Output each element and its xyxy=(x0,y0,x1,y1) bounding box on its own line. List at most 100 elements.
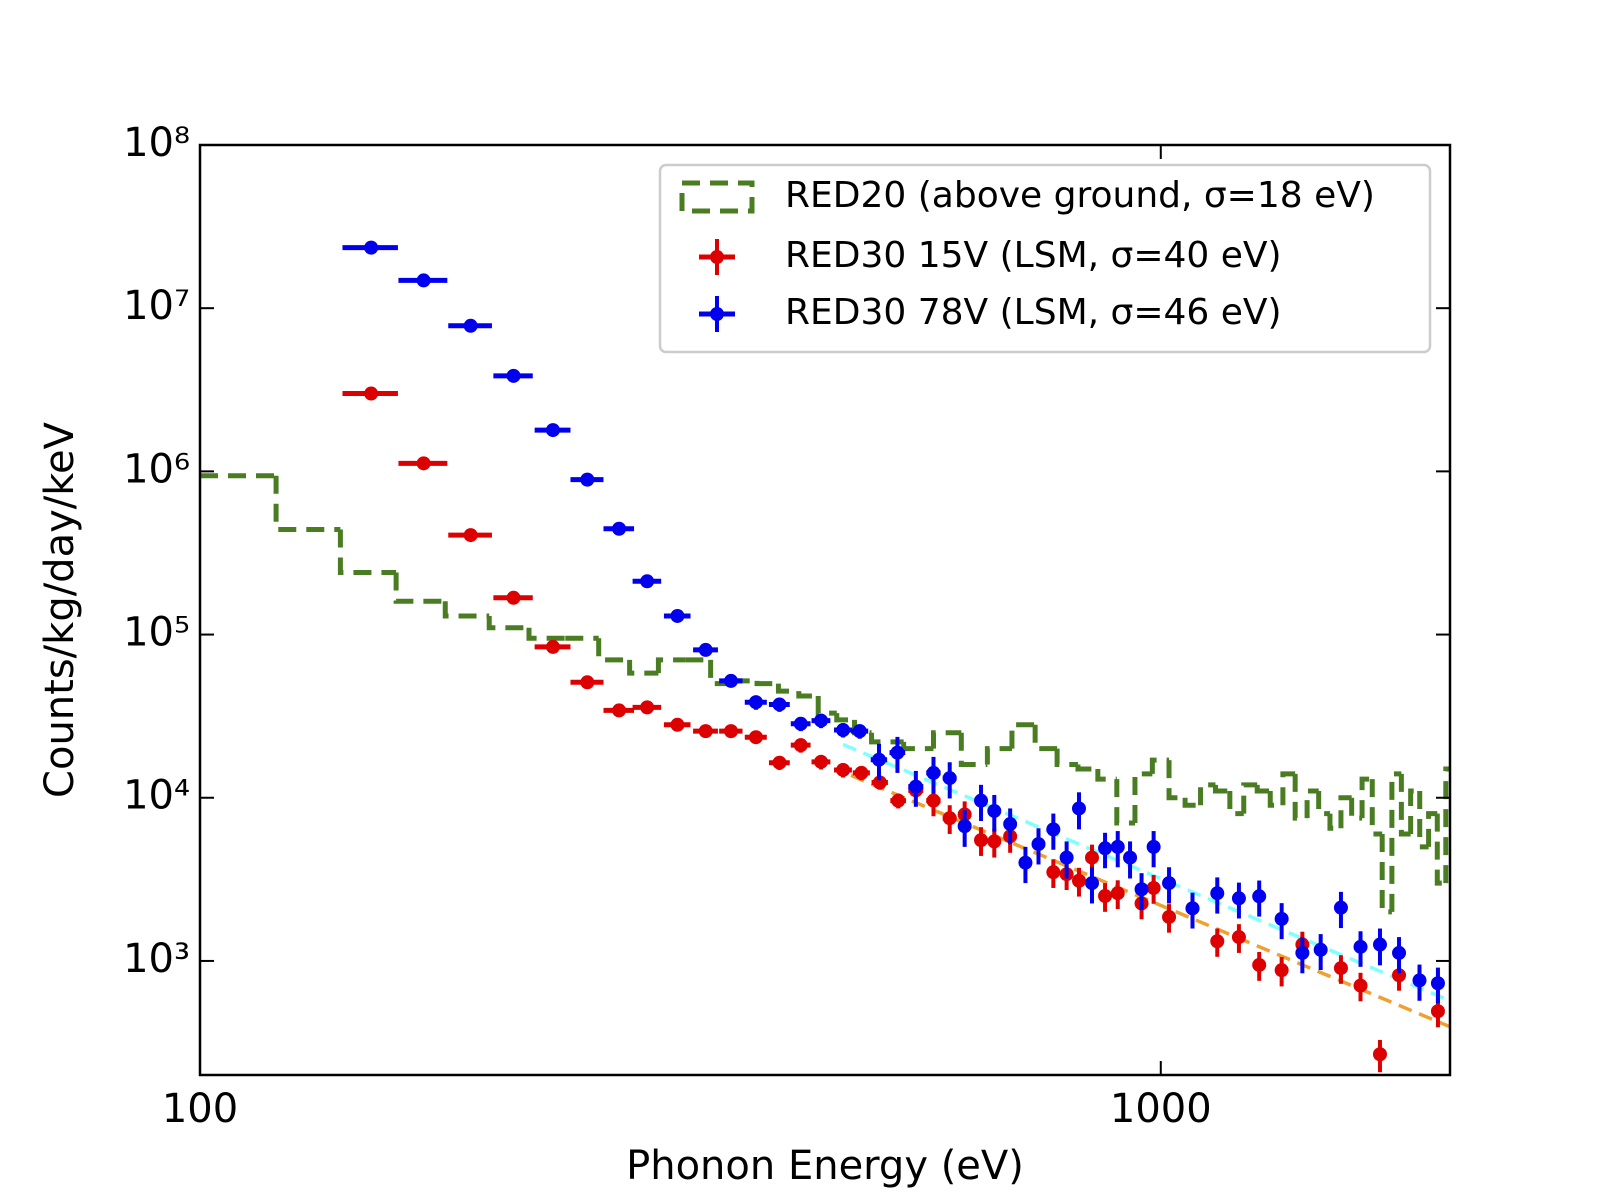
x-tick-label: 1000 xyxy=(1110,1086,1212,1132)
data-point xyxy=(772,755,787,770)
data-point xyxy=(1430,1004,1445,1019)
histogram-step xyxy=(754,680,779,687)
plot-layer xyxy=(200,240,1450,1073)
data-point xyxy=(1333,900,1348,915)
legend-swatch xyxy=(679,180,755,214)
data-point xyxy=(1162,909,1177,924)
histogram-step xyxy=(1426,811,1438,847)
data-point xyxy=(612,521,627,536)
data-point xyxy=(890,745,905,760)
data-point xyxy=(871,752,886,767)
data-point xyxy=(974,793,989,808)
data-point xyxy=(1098,841,1113,856)
histogram-step xyxy=(958,732,988,767)
y-tick-label: 10⁸ xyxy=(123,120,190,166)
legend-swatch xyxy=(710,250,724,264)
histogram-step xyxy=(1227,790,1244,817)
y-tick-label: 10⁷ xyxy=(123,283,190,329)
data-point xyxy=(670,717,685,732)
histogram-step xyxy=(1241,782,1258,814)
data-point xyxy=(463,318,478,333)
histogram-step xyxy=(1338,795,1352,829)
data-point xyxy=(1274,911,1289,926)
data-point xyxy=(670,608,685,623)
histogram-step xyxy=(486,615,529,631)
data-point xyxy=(698,642,713,657)
data-point xyxy=(942,811,957,826)
data-point xyxy=(1353,978,1368,993)
histogram-step xyxy=(596,638,630,663)
data-point xyxy=(416,456,431,471)
data-point xyxy=(793,738,808,753)
data-point xyxy=(1372,1047,1387,1062)
data-point xyxy=(1392,945,1407,960)
data-point xyxy=(1031,837,1046,852)
histogram-step xyxy=(1327,813,1341,831)
histogram-step xyxy=(1149,757,1170,774)
histogram-step xyxy=(526,627,566,641)
data-point xyxy=(1162,876,1177,891)
histogram-step xyxy=(1443,766,1450,884)
data-point xyxy=(1210,886,1225,901)
data-point xyxy=(640,700,655,715)
histogram-step xyxy=(1359,776,1373,819)
data-point xyxy=(506,590,521,605)
histogram-step xyxy=(442,601,490,619)
histogram-step xyxy=(1132,771,1153,824)
data-point xyxy=(612,703,627,718)
data-point xyxy=(723,724,738,739)
histogram-step xyxy=(1182,797,1201,808)
data-point xyxy=(872,775,887,790)
fit-line xyxy=(850,773,1450,1029)
data-point xyxy=(1295,945,1310,960)
data-point xyxy=(1210,934,1225,949)
data-point xyxy=(748,695,763,710)
data-point xyxy=(364,240,379,255)
data-point xyxy=(974,833,989,848)
histogram-step xyxy=(1054,748,1078,767)
data-point xyxy=(1372,937,1387,952)
histogram-step xyxy=(1417,790,1429,850)
data-point xyxy=(772,697,787,712)
data-point xyxy=(1003,817,1018,832)
data-point xyxy=(814,754,829,769)
data-point xyxy=(908,779,923,794)
legend-label: RED20 (above ground, σ=18 eV) xyxy=(785,175,1375,216)
legend-swatch xyxy=(710,307,724,321)
data-point xyxy=(1018,855,1033,870)
data-point xyxy=(364,386,379,401)
histogram-step xyxy=(1379,833,1392,915)
histogram-step xyxy=(1166,760,1186,801)
histogram-step xyxy=(1075,764,1098,772)
data-point xyxy=(545,423,560,438)
data-point xyxy=(580,472,595,487)
histogram-step xyxy=(273,475,341,533)
histogram-step xyxy=(1316,790,1330,817)
data-point xyxy=(1353,939,1368,954)
histogram-step xyxy=(1349,797,1363,821)
data-point xyxy=(1231,891,1246,906)
data-point xyxy=(1274,963,1289,978)
histogram-step xyxy=(930,730,962,749)
data-point xyxy=(506,368,521,383)
histogram-step xyxy=(1389,771,1402,912)
data-point xyxy=(1313,942,1328,957)
data-point xyxy=(1110,839,1125,854)
histogram-step xyxy=(1254,784,1271,794)
data-point xyxy=(1046,822,1061,837)
data-point xyxy=(1059,850,1074,865)
data-point xyxy=(1046,865,1061,880)
data-point xyxy=(852,724,867,739)
data-point xyxy=(1071,801,1086,816)
histogram-step xyxy=(1198,782,1216,806)
data-point xyxy=(1098,888,1113,903)
histogram-step xyxy=(1114,779,1135,826)
data-point xyxy=(1252,889,1267,904)
histogram-step xyxy=(1304,788,1319,819)
histogram-step xyxy=(627,659,659,676)
data-point xyxy=(854,765,869,780)
y-tick-label: 10⁵ xyxy=(123,610,190,656)
legend-label: RED30 15V (LSM, σ=40 eV) xyxy=(785,235,1282,276)
